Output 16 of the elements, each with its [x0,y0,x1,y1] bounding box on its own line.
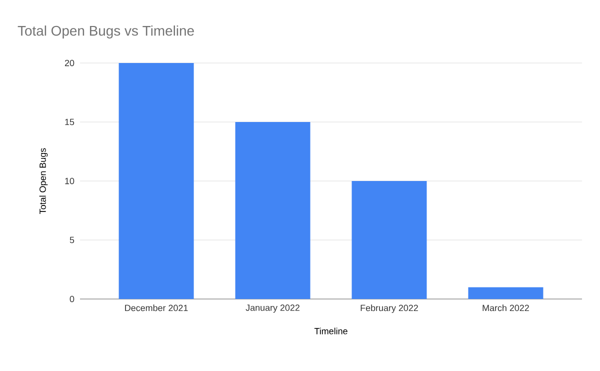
bar [118,63,194,299]
x-tick-label: March 2022 [482,304,529,312]
x-tick-label: February 2022 [360,304,418,313]
y-tick-label: 10 [65,178,74,184]
x-axis-title: Timeline [314,328,348,334]
y-axis-title: Total Open Bugs [39,148,48,214]
x-tick-label: January 2022 [246,304,300,313]
y-tick-label: 5 [70,236,74,244]
bar [468,287,544,299]
chart-title: Total Open Bugs vs Timeline [18,25,194,38]
x-tick-label: December 2021 [125,304,188,312]
y-tick-label: 0 [70,296,74,302]
bar [352,181,427,299]
y-tick-label: 15 [65,118,74,126]
y-tick-label: 20 [64,60,74,66]
bar [235,122,310,299]
